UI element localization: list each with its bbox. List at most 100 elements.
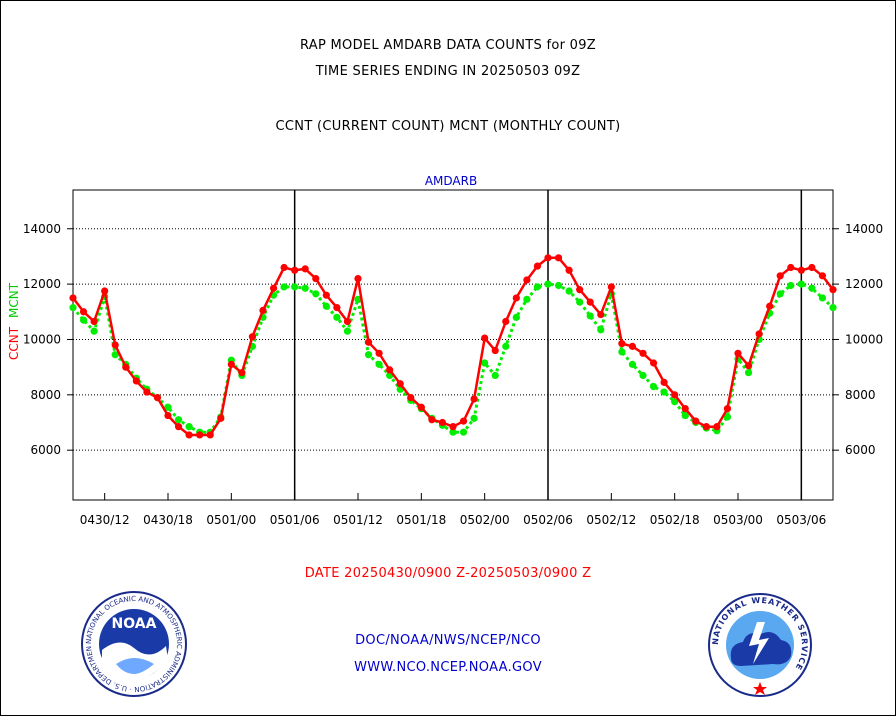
point-ccnt xyxy=(502,317,510,326)
noaa-logo: NATIONAL OCEANIC AND ATMOSPHERIC ADMINIS… xyxy=(80,590,187,697)
point-ccnt xyxy=(269,284,278,292)
point-mcnt xyxy=(512,313,520,321)
point-mcnt xyxy=(322,302,330,310)
point-ccnt xyxy=(544,254,552,262)
x-tick-label: 0501/00 xyxy=(206,513,256,527)
point-mcnt xyxy=(375,360,383,368)
point-ccnt xyxy=(206,431,214,439)
point-ccnt xyxy=(153,393,162,402)
plot-border xyxy=(72,189,834,501)
y-tick-label: 6000 xyxy=(845,443,876,457)
point-ccnt xyxy=(797,266,805,274)
point-ccnt xyxy=(692,417,700,425)
point-mcnt xyxy=(818,294,827,302)
nws-logo: NATIONAL WEATHER SERVICE xyxy=(708,593,812,697)
point-ccnt xyxy=(364,338,373,346)
y-tick-label: 12000 xyxy=(23,277,61,291)
point-ccnt xyxy=(470,395,478,403)
noaa-wordmark: NOAA xyxy=(112,616,157,632)
point-mcnt xyxy=(312,290,320,298)
point-mcnt xyxy=(797,280,805,288)
x-tick-label: 0501/06 xyxy=(270,513,320,527)
point-mcnt xyxy=(459,428,468,436)
point-ccnt xyxy=(565,266,573,274)
point-ccnt xyxy=(533,262,542,270)
point-mcnt xyxy=(280,283,288,291)
point-ccnt xyxy=(523,276,531,284)
y-tick-label: 12000 xyxy=(845,277,883,291)
point-ccnt xyxy=(386,366,394,374)
point-ccnt xyxy=(618,340,626,348)
point-mcnt xyxy=(79,316,88,324)
point-ccnt xyxy=(301,265,309,273)
point-ccnt xyxy=(597,310,605,319)
point-mcnt xyxy=(544,280,552,288)
point-ccnt xyxy=(143,388,151,396)
point-mcnt xyxy=(111,351,119,359)
point-mcnt xyxy=(174,416,183,424)
point-mcnt xyxy=(787,281,795,290)
point-mcnt xyxy=(90,327,98,335)
series-ccnt xyxy=(69,254,837,439)
point-ccnt xyxy=(829,286,837,294)
point-ccnt xyxy=(164,411,172,420)
y-tick-label: 8000 xyxy=(30,388,61,402)
y-axis-right: 6000 8000 10000 12000 14000 xyxy=(833,222,883,457)
point-mcnt xyxy=(481,359,489,367)
x-tick-label: 0501/12 xyxy=(333,513,383,527)
point-mcnt xyxy=(364,351,373,359)
y-label-mcnt: MCNT xyxy=(7,282,21,318)
point-ccnt xyxy=(174,423,183,431)
x-tick-label: 0501/18 xyxy=(396,513,446,527)
point-ccnt xyxy=(671,391,679,399)
y-tick-label: 6000 xyxy=(30,443,61,457)
point-mcnt xyxy=(681,411,689,420)
y-tick-label: 14000 xyxy=(845,222,883,236)
point-mcnt xyxy=(491,371,499,380)
point-mcnt xyxy=(744,369,753,377)
point-ccnt xyxy=(818,272,827,280)
point-mcnt xyxy=(333,313,341,321)
org-path: DOC/NOAA/NWS/NCEP/NCO xyxy=(355,633,541,648)
point-mcnt xyxy=(776,290,784,298)
y-axis-left: 6000 8000 10000 12000 14000 xyxy=(23,222,73,457)
point-mcnt xyxy=(301,284,309,292)
point-ccnt xyxy=(196,431,204,439)
point-mcnt xyxy=(639,371,647,380)
point-ccnt xyxy=(111,341,119,349)
point-mcnt xyxy=(69,304,77,312)
point-ccnt xyxy=(101,287,109,295)
point-ccnt xyxy=(90,317,98,326)
x-tick-label: 0502/12 xyxy=(586,513,636,527)
website-link[interactable]: WWW.NCO.NCEP.NOAA.GOV xyxy=(354,660,542,675)
point-ccnt xyxy=(217,414,225,422)
point-ccnt xyxy=(481,334,489,342)
y-tick-label: 10000 xyxy=(23,332,61,346)
point-mcnt xyxy=(597,326,605,334)
point-ccnt xyxy=(554,254,563,262)
point-ccnt xyxy=(69,294,77,302)
x-tick-label: 0502/18 xyxy=(650,513,700,527)
point-ccnt xyxy=(628,342,637,350)
point-mcnt xyxy=(576,298,584,306)
point-ccnt xyxy=(291,266,299,274)
y-tick-label: 8000 xyxy=(845,388,876,402)
point-mcnt xyxy=(829,304,837,312)
point-ccnt xyxy=(744,362,753,370)
point-mcnt xyxy=(291,283,299,291)
point-ccnt xyxy=(787,263,795,272)
point-ccnt xyxy=(607,283,615,291)
point-mcnt xyxy=(660,388,668,396)
point-mcnt xyxy=(164,403,172,411)
point-ccnt xyxy=(776,272,784,280)
point-ccnt xyxy=(375,349,383,357)
point-mcnt xyxy=(671,398,679,406)
point-ccnt xyxy=(491,346,499,355)
point-ccnt xyxy=(586,298,594,306)
point-mcnt xyxy=(649,382,658,391)
point-mcnt xyxy=(565,287,573,295)
point-ccnt xyxy=(660,378,668,386)
point-ccnt xyxy=(808,263,816,272)
point-mcnt xyxy=(628,360,637,368)
point-ccnt xyxy=(576,286,584,294)
